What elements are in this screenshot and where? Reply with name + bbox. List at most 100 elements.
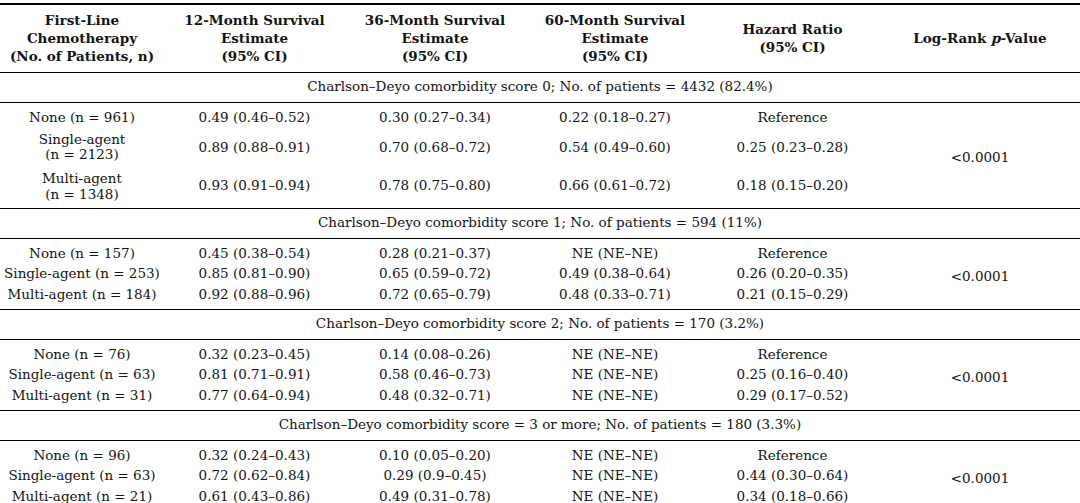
header-line: First-Line: [4, 12, 160, 30]
survival-12-cell: 0.85 (0.81–0.90): [164, 263, 345, 284]
row-label: Multi-agent (n = 21): [0, 486, 164, 503]
survival-36-cell: 0.49 (0.31–0.78): [345, 486, 525, 503]
header-line: Estimate: [168, 30, 341, 48]
row-label: None (n = 157): [0, 238, 164, 263]
header-line: (95% CI): [349, 48, 521, 66]
log-rank-p-value-cell: <0.0001: [880, 440, 1080, 503]
hazard-ratio-cell: 0.34 (0.18–0.66): [705, 486, 880, 503]
hazard-ratio-cell: 0.25 (0.16–0.40): [705, 364, 880, 385]
table-row: None (n = 76) 0.32 (0.23–0.45) 0.14 (0.0…: [0, 339, 1080, 364]
header-line: 36-Month Survival: [349, 12, 521, 30]
survival-60-cell: 0.48 (0.33–0.71): [525, 284, 705, 310]
header-line: Estimate: [349, 30, 521, 48]
section-title: Charlson–Deyo comorbidity score 0; No. o…: [0, 73, 1080, 103]
row-label: None (n = 76): [0, 339, 164, 364]
survival-60-cell: NE (NE–NE): [525, 238, 705, 263]
hazard-ratio-cell: 0.21 (0.15–0.29): [705, 284, 880, 310]
header-line: Estimate: [529, 30, 701, 48]
survival-60-cell: NE (NE–NE): [525, 465, 705, 486]
hazard-ratio-cell: 0.25 (0.23–0.28): [705, 128, 880, 168]
hazard-ratio-cell: Reference: [705, 440, 880, 465]
survival-36-cell: 0.29 (0.9–0.45): [345, 465, 525, 486]
survival-36-cell: 0.70 (0.68–0.72): [345, 128, 525, 168]
log-rank-p-value-cell: <0.0001: [880, 102, 1080, 208]
hazard-ratio-cell: Reference: [705, 238, 880, 263]
section-score-2: Charlson–Deyo comorbidity score 2; No. o…: [0, 310, 1080, 411]
header-12-month-survival: 12-Month Survival Estimate (95% CI): [164, 4, 345, 73]
header-line: Hazard Ratio: [709, 21, 876, 39]
survival-36-cell: 0.10 (0.05–0.20): [345, 440, 525, 465]
table-row: None (n = 157) 0.45 (0.38–0.54) 0.28 (0.…: [0, 238, 1080, 263]
section-title-row: Charlson–Deyo comorbidity score 0; No. o…: [0, 73, 1080, 103]
section-title: Charlson–Deyo comorbidity score 1; No. o…: [0, 209, 1080, 239]
survival-60-cell: 0.66 (0.61–0.72): [525, 167, 705, 208]
survival-12-cell: 0.32 (0.23–0.45): [164, 339, 345, 364]
header-text: -Value: [1001, 30, 1047, 46]
hazard-ratio-cell: 0.29 (0.17–0.52): [705, 385, 880, 411]
section-title-row: Charlson–Deyo comorbidity score 1; No. o…: [0, 209, 1080, 239]
header-log-rank-p-value: Log-Rank p-Value: [880, 4, 1080, 73]
survival-12-cell: 0.89 (0.88–0.91): [164, 128, 345, 168]
survival-12-cell: 0.81 (0.71–0.91): [164, 364, 345, 385]
survival-60-cell: NE (NE–NE): [525, 440, 705, 465]
survival-36-cell: 0.78 (0.75–0.80): [345, 167, 525, 208]
survival-36-cell: 0.72 (0.65–0.79): [345, 284, 525, 310]
survival-36-cell: 0.14 (0.08–0.26): [345, 339, 525, 364]
header-line: (95% CI): [529, 48, 701, 66]
header-60-month-survival: 60-Month Survival Estimate (95% CI): [525, 4, 705, 73]
header-line: (No. of Patients, n): [4, 48, 160, 66]
row-label: Multi-agent(n = 1348): [0, 167, 164, 208]
section-title-row: Charlson–Deyo comorbidity score 2; No. o…: [0, 310, 1080, 340]
row-label: None (n = 961): [0, 102, 164, 127]
survival-60-cell: 0.54 (0.49–0.60): [525, 128, 705, 168]
survival-36-cell: 0.58 (0.46–0.73): [345, 364, 525, 385]
survival-36-cell: 0.65 (0.59–0.72): [345, 263, 525, 284]
row-label: Single-agent (n = 63): [0, 465, 164, 486]
header-line: (95% CI): [168, 48, 341, 66]
header-line: 12-Month Survival: [168, 12, 341, 30]
survival-12-cell: 0.72 (0.62–0.84): [164, 465, 345, 486]
section-score-1: Charlson–Deyo comorbidity score 1; No. o…: [0, 209, 1080, 310]
log-rank-p-value-cell: <0.0001: [880, 339, 1080, 411]
section-title: Charlson–Deyo comorbidity score 2; No. o…: [0, 310, 1080, 340]
hazard-ratio-cell: Reference: [705, 339, 880, 364]
hazard-ratio-cell: 0.26 (0.20–0.35): [705, 263, 880, 284]
header-hazard-ratio: Hazard Ratio (95% CI): [705, 4, 880, 73]
section-title-row: Charlson–Deyo comorbidity score = 3 or m…: [0, 411, 1080, 441]
survival-60-cell: NE (NE–NE): [525, 486, 705, 503]
survival-60-cell: NE (NE–NE): [525, 364, 705, 385]
section-score-3-or-more: Charlson–Deyo comorbidity score = 3 or m…: [0, 411, 1080, 503]
survival-60-cell: NE (NE–NE): [525, 339, 705, 364]
table-header: First-Line Chemotherapy (No. of Patients…: [0, 4, 1080, 73]
survival-60-cell: 0.49 (0.38–0.64): [525, 263, 705, 284]
header-36-month-survival: 36-Month Survival Estimate (95% CI): [345, 4, 525, 73]
row-label: Single-agent (n = 253): [0, 263, 164, 284]
survival-12-cell: 0.49 (0.46–0.52): [164, 102, 345, 127]
header-text: Log-Rank: [913, 30, 991, 46]
row-label: Multi-agent (n = 31): [0, 385, 164, 411]
log-rank-p-value-cell: <0.0001: [880, 238, 1080, 310]
survival-12-cell: 0.32 (0.24–0.43): [164, 440, 345, 465]
header-line: (95% CI): [709, 39, 876, 57]
survival-12-cell: 0.77 (0.64–0.94): [164, 385, 345, 411]
row-label: Single-agent(n = 2123): [0, 128, 164, 168]
survival-12-cell: 0.61 (0.43–0.86): [164, 486, 345, 503]
survival-36-cell: 0.48 (0.32–0.71): [345, 385, 525, 411]
survival-36-cell: 0.28 (0.21–0.37): [345, 238, 525, 263]
survival-12-cell: 0.45 (0.38–0.54): [164, 238, 345, 263]
survival-12-cell: 0.92 (0.88–0.96): [164, 284, 345, 310]
row-label: None (n = 96): [0, 440, 164, 465]
header-line: 60-Month Survival: [529, 12, 701, 30]
survival-60-cell: 0.22 (0.18–0.27): [525, 102, 705, 127]
header-p-italic: p: [991, 30, 1000, 46]
header-line: Chemotherapy: [4, 30, 160, 48]
survival-60-cell: NE (NE–NE): [525, 385, 705, 411]
row-label: Multi-agent (n = 184): [0, 284, 164, 310]
hazard-ratio-cell: 0.18 (0.15–0.20): [705, 167, 880, 208]
section-title: Charlson–Deyo comorbidity score = 3 or m…: [0, 411, 1080, 441]
section-score-0: Charlson–Deyo comorbidity score 0; No. o…: [0, 73, 1080, 209]
survival-36-cell: 0.30 (0.27–0.34): [345, 102, 525, 127]
survival-estimates-table: First-Line Chemotherapy (No. of Patients…: [0, 3, 1080, 503]
hazard-ratio-cell: Reference: [705, 102, 880, 127]
table-row: None (n = 961) 0.49 (0.46–0.52) 0.30 (0.…: [0, 102, 1080, 127]
